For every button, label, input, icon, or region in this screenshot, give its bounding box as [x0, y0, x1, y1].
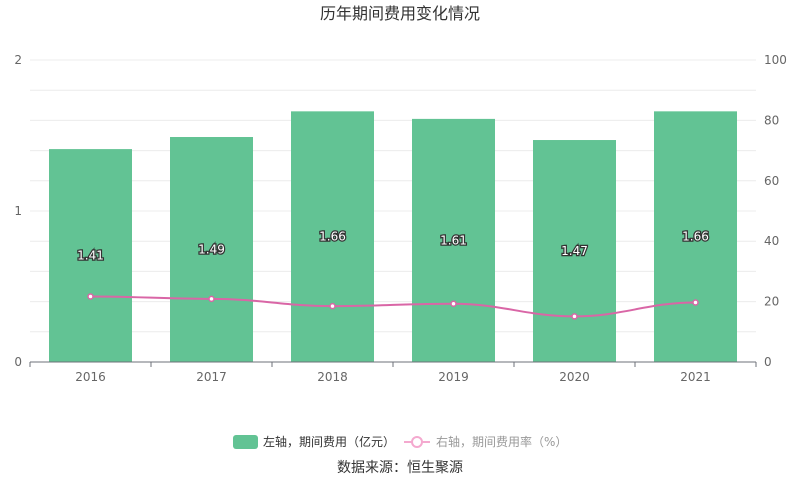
- bar-value-labels: 1.41 1.49 1.66 1.61 1.47 1.66: [76, 228, 710, 263]
- bar-value-label: 1.41: [77, 249, 104, 263]
- bar: [412, 118, 495, 362]
- bar-value-label: 1.49: [198, 243, 225, 257]
- bar: [170, 137, 253, 362]
- bar: [291, 111, 374, 362]
- line-point: [87, 293, 94, 300]
- bar-value-label: 1.47: [561, 244, 588, 258]
- legend-line-marker: [411, 436, 423, 448]
- line-point: [450, 300, 457, 307]
- bar: [654, 111, 737, 362]
- bar-value-label: 1.66: [682, 230, 709, 244]
- legend-line-label[interactable]: 右轴，期间费用率（%）: [436, 434, 567, 449]
- chart-title: 历年期间费用变化情况: [320, 4, 480, 23]
- y-left-tick-label: 0: [14, 355, 22, 369]
- grid-lines: [30, 59, 756, 333]
- line-path: [90, 295, 696, 318]
- y-right-tick-label: 80: [764, 113, 779, 127]
- bar: [533, 140, 616, 362]
- x-tick-label: 2017: [196, 370, 227, 384]
- source-note: 数据来源：恒生聚源: [337, 460, 463, 476]
- x-tick-label: 2016: [75, 370, 106, 384]
- legend-bar-swatch: [233, 435, 258, 449]
- y-right-tick-label: 20: [764, 295, 779, 309]
- y-axis-right: 0 20 40 60 80 100: [764, 53, 787, 369]
- y-right-tick-label: 0: [764, 355, 772, 369]
- y-right-tick-label: 40: [764, 234, 779, 248]
- y-axis-left: 0 1 2: [14, 53, 22, 369]
- bar-value-label: 1.66: [319, 230, 346, 244]
- y-right-tick-label: 100: [764, 53, 787, 67]
- legend[interactable]: 左轴，期间费用（亿元） 右轴，期间费用率（%）: [233, 434, 567, 449]
- x-tick-label: 2020: [559, 370, 590, 384]
- x-axis: 2016 2017 2018 2019 2020 2021: [29, 361, 757, 384]
- legend-bar-label[interactable]: 左轴，期间费用（亿元）: [263, 434, 395, 449]
- x-tick-label: 2018: [317, 370, 348, 384]
- bar-series: [49, 111, 737, 362]
- y-left-tick-label: 2: [14, 53, 22, 67]
- line-series: [87, 293, 699, 320]
- y-left-tick-label: 1: [14, 204, 22, 218]
- y-right-tick-label: 60: [764, 174, 779, 188]
- line-point: [329, 302, 336, 310]
- line-point: [571, 313, 578, 320]
- line-point: [208, 295, 215, 303]
- bar-value-label: 1.61: [440, 233, 467, 247]
- bar: [49, 149, 132, 362]
- x-tick-label: 2019: [438, 370, 469, 384]
- x-tick-label: 2021: [680, 370, 711, 384]
- line-point: [692, 299, 699, 306]
